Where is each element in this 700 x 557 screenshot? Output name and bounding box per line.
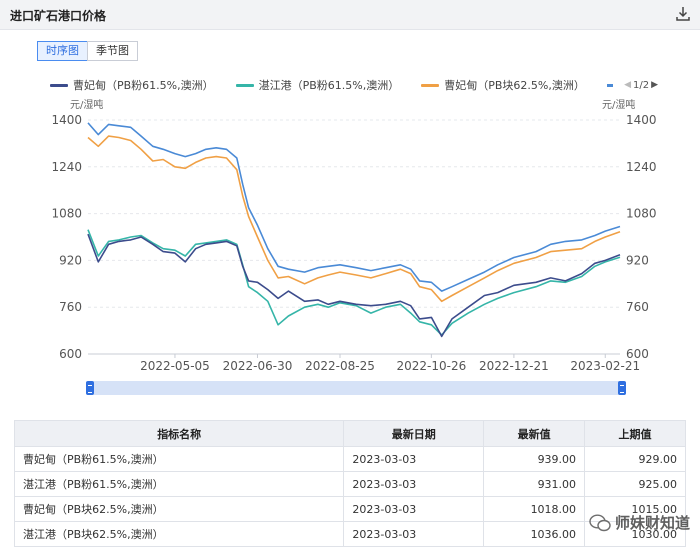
tab-seasonal[interactable]: 季节图 — [87, 41, 138, 61]
cell-latest: 1018.00 — [483, 496, 586, 522]
y-tick-label-left: 1080 — [51, 207, 82, 221]
cell-latest: 1036.00 — [483, 521, 586, 547]
table-header-row: 指标名称 最新日期 最新值 上期值 — [13, 420, 686, 447]
cell-name: 曹妃甸（PB粉61.5%,澳洲） — [13, 446, 345, 472]
legend-item[interactable]: 湛江港（PB粉61.5%,澳洲） — [235, 77, 400, 93]
y-tick-label-left: 600 — [59, 347, 82, 361]
wechat-icon — [589, 513, 611, 531]
cell-name: 曹妃甸（PB块62.5%,澳洲） — [13, 496, 345, 522]
legend-swatch-partial — [606, 83, 613, 87]
legend-item[interactable]: 曹妃甸（PB粉61.5%,澳洲） — [50, 77, 214, 93]
legend-page-indicator: 1/2 — [632, 79, 650, 91]
series-line-2 — [87, 135, 621, 303]
legend-label: 湛江港（PB粉61.5%,澳洲） — [258, 79, 400, 92]
column-header-date: 最新日期 — [343, 420, 485, 447]
cell-name: 湛江港（PB粉61.5%,澳洲） — [13, 471, 345, 497]
legend-label: 曹妃甸（PB块62.5%,澳洲） — [444, 79, 585, 92]
y-tick-label-left: 760 — [59, 300, 82, 314]
panel-header: 进口矿石港口价格 — [0, 0, 700, 30]
y-tick-label-right: 760 — [626, 300, 649, 314]
cell-date: 2023-03-03 — [343, 521, 485, 547]
cell-prev: 925.00 — [584, 471, 686, 497]
x-tick-label: 2022-08-25 — [305, 359, 375, 373]
x-tick-label: 2023-02-21 — [570, 359, 640, 373]
chart-legend: 曹妃甸（PB粉61.5%,澳洲） 湛江港（PB粉61.5%,澳洲） 曹妃甸（PB… — [50, 76, 660, 94]
y-tick-label-right: 920 — [626, 253, 649, 267]
legend-swatch — [421, 83, 440, 87]
cell-latest: 931.00 — [483, 471, 586, 497]
y-tick-label-left: 920 — [59, 253, 82, 267]
y-tick-label-right: 1080 — [626, 207, 657, 221]
watermark-text: 师妹财知道 — [614, 514, 690, 532]
legend-label: 曹妃甸（PB粉61.5%,澳洲） — [73, 79, 214, 92]
column-header-name: 指标名称 — [13, 420, 345, 447]
series-line-3 — [87, 122, 621, 292]
cell-latest: 939.00 — [483, 446, 586, 472]
y-tick-label-right: 600 — [626, 347, 649, 361]
cell-name: 湛江港（PB块62.5%,澳洲） — [13, 521, 345, 547]
legend-next-icon[interactable]: ▶ — [651, 80, 658, 90]
left-axis-unit: 元/湿吨 — [70, 100, 104, 111]
table-row[interactable]: 湛江港（PB粉61.5%,澳洲） 2023-03-03 931.00 925.0… — [13, 471, 686, 497]
table-row[interactable]: 曹妃甸（PB粉61.5%,澳洲） 2023-03-03 939.00 929.0… — [13, 446, 686, 472]
legend-pager: ◀ 1/2 ▶ — [622, 80, 660, 91]
y-tick-label-left: 1400 — [51, 113, 82, 127]
x-tick-label: 2022-05-05 — [140, 359, 210, 373]
y-tick-label-left: 1240 — [51, 160, 82, 174]
watermark: 师妹财知道 — [589, 512, 690, 533]
y-tick-label-right: 1240 — [626, 160, 657, 174]
y-tick-label-right: 1400 — [626, 113, 657, 127]
table-row[interactable]: 湛江港（PB块62.5%,澳洲） 2023-03-03 1036.00 1030… — [13, 521, 686, 547]
series-line-0 — [87, 233, 621, 338]
slider-start-handle[interactable] — [86, 381, 94, 395]
legend-prev-icon[interactable]: ◀ — [624, 80, 631, 90]
cell-date: 2023-03-03 — [343, 471, 485, 497]
indicator-table: 指标名称 最新日期 最新值 上期值 曹妃甸（PB粉61.5%,澳洲） 2023-… — [13, 420, 686, 547]
tab-time-series[interactable]: 时序图 — [37, 41, 88, 61]
cell-date: 2023-03-03 — [343, 446, 485, 472]
x-tick-label: 2022-10-26 — [396, 359, 466, 373]
price-line-chart: 600 600 760 760 920 920 1080 1080 1240 1240 1400 14… — [51, 113, 657, 373]
right-axis-unit: 元/湿吨 — [602, 100, 636, 111]
legend-swatch — [50, 83, 68, 87]
x-tick-label: 2022-12-21 — [479, 359, 549, 373]
date-range-slider[interactable] — [86, 381, 626, 395]
download-icon[interactable] — [676, 6, 690, 22]
x-tick-label: 2022-06-30 — [223, 359, 293, 373]
series-line-1 — [87, 229, 621, 336]
slider-end-handle[interactable] — [618, 381, 626, 395]
panel-title: 进口矿石港口价格 — [10, 9, 107, 23]
column-header-latest: 最新值 — [483, 420, 586, 447]
cell-date: 2023-03-03 — [343, 496, 485, 522]
view-tabs: 时序图 季节图 — [37, 41, 138, 61]
column-header-prev: 上期值 — [584, 420, 686, 447]
legend-item[interactable]: 曹妃甸（PB块62.5%,澳洲） — [421, 77, 585, 93]
legend-swatch — [235, 83, 254, 87]
cell-prev: 929.00 — [584, 446, 686, 472]
table-row[interactable]: 曹妃甸（PB块62.5%,澳洲） 2023-03-03 1018.00 1015… — [13, 496, 686, 522]
